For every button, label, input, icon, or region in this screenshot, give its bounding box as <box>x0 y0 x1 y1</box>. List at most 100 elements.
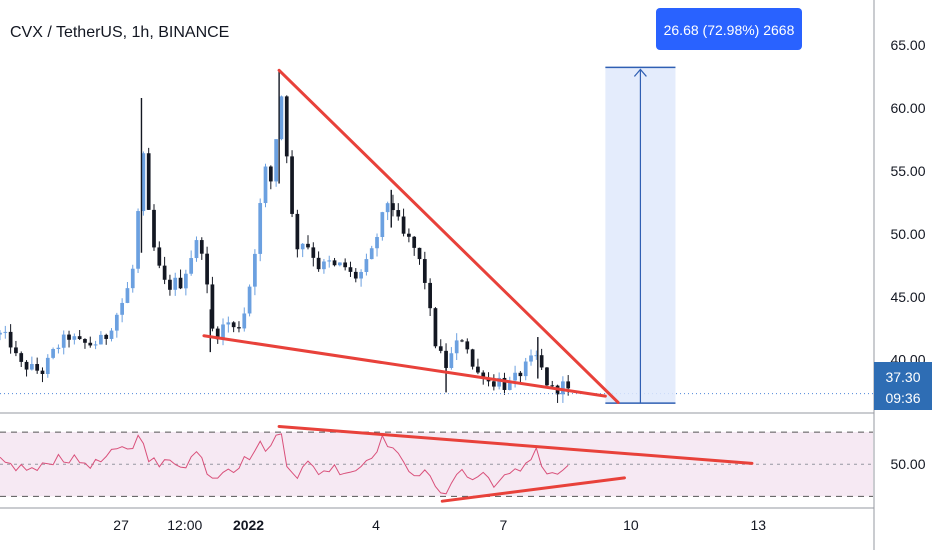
time-axis[interactable]: 27 12:00 2022 4 7 10 13 <box>113 517 766 533</box>
candle <box>391 194 395 217</box>
price-tick-label: 50.00 <box>890 226 925 242</box>
candle-body <box>353 271 358 279</box>
candles-layer <box>0 70 571 403</box>
candle <box>300 243 305 258</box>
candle <box>268 165 273 190</box>
candle-body <box>545 367 549 386</box>
price-pane[interactable]: CVX / TetherUS, 1h, BINANCE <box>0 24 873 404</box>
candle-body <box>523 361 528 377</box>
price-label-value: 37.30 <box>885 369 920 385</box>
time-tick-label: 27 <box>113 517 129 533</box>
candle <box>173 272 178 296</box>
time-tick-label: 13 <box>751 517 767 533</box>
time-tick-label: 7 <box>500 517 508 533</box>
candle-body <box>120 302 124 315</box>
candle <box>168 274 172 296</box>
candle-body <box>274 139 278 182</box>
candle-body <box>35 364 40 371</box>
lower-trendline[interactable] <box>202 334 607 398</box>
candle <box>518 371 523 383</box>
rsi-lower-trendline[interactable] <box>440 476 626 503</box>
candle-body <box>454 340 459 354</box>
candle-body <box>306 243 310 248</box>
candle-body <box>438 346 443 351</box>
candle-body <box>215 328 220 340</box>
candle-body <box>258 203 263 254</box>
candle-body <box>337 262 342 266</box>
candle-body <box>45 357 50 375</box>
candle-body <box>491 381 496 387</box>
candle <box>61 330 66 355</box>
candle <box>290 150 294 218</box>
rsi-pane[interactable] <box>0 424 873 503</box>
candle-body <box>141 153 146 212</box>
time-tick-label: 4 <box>372 517 380 533</box>
candle <box>327 255 332 268</box>
candle <box>205 246 209 294</box>
candle <box>470 348 475 370</box>
candle-body <box>460 340 464 342</box>
candle <box>56 344 61 354</box>
candle-body <box>231 322 236 328</box>
candle <box>274 139 278 187</box>
candle-body <box>104 334 109 339</box>
candle-body <box>513 372 517 381</box>
rsi-axis[interactable]: 50.00 <box>890 456 925 472</box>
candle-body <box>268 166 273 182</box>
candle-body <box>465 341 470 350</box>
candle <box>332 257 337 267</box>
candle-body <box>401 216 406 234</box>
candle <box>35 357 40 374</box>
candle <box>422 251 427 290</box>
measure-tool[interactable] <box>605 66 676 404</box>
arrow-up-icon <box>633 68 647 77</box>
candle <box>242 307 247 332</box>
candle <box>125 281 130 304</box>
candle-body <box>72 336 77 340</box>
candle <box>226 316 231 333</box>
rsi-trendlines[interactable] <box>277 424 754 503</box>
candle-body <box>396 210 401 217</box>
candle <box>88 336 93 348</box>
candle-body <box>444 350 448 368</box>
candle-body <box>566 381 571 389</box>
candle-body <box>316 257 321 270</box>
measure-badge-box <box>656 8 802 50</box>
time-tick-label: 2022 <box>233 517 264 533</box>
candle-body <box>40 370 45 375</box>
candle-body <box>146 153 151 210</box>
candle-body <box>507 380 512 390</box>
candle <box>24 360 29 377</box>
candle-body <box>369 248 374 260</box>
candle <box>258 198 263 262</box>
rsi-upper-trendline[interactable] <box>277 424 754 465</box>
candle <box>120 298 124 323</box>
candle-body <box>205 253 209 285</box>
candle-body <box>539 355 544 368</box>
candle-body <box>359 271 363 279</box>
candle-body <box>14 347 18 354</box>
candle <box>215 326 220 344</box>
candle-body <box>561 381 565 395</box>
candle <box>279 95 284 141</box>
candle-body <box>247 286 252 314</box>
candle-body <box>470 349 475 367</box>
candle <box>152 204 156 251</box>
candle <box>491 374 496 391</box>
candle <box>130 264 135 293</box>
candle <box>263 163 268 208</box>
candle <box>380 211 385 241</box>
candle <box>417 247 422 265</box>
candle <box>93 340 98 350</box>
upper-trendline[interactable] <box>277 68 620 404</box>
candle-body <box>157 247 162 266</box>
candle <box>465 338 470 354</box>
candle <box>178 269 183 290</box>
candle-body <box>77 336 82 340</box>
candle <box>183 269 188 296</box>
price-trendlines[interactable] <box>202 68 620 404</box>
price-tick-label: 55.00 <box>890 163 925 179</box>
